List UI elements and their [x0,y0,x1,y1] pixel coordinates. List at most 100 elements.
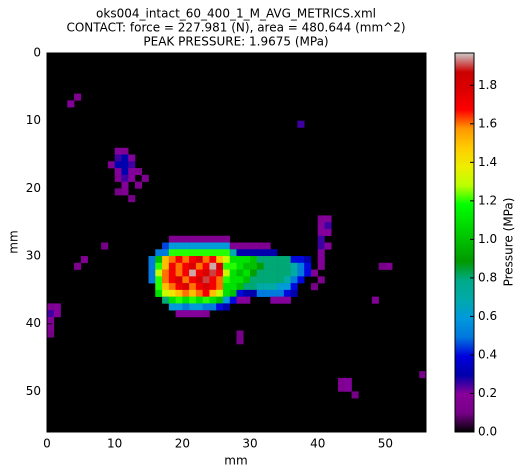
heatmap-cell [175,235,183,243]
heatmap-cell [162,276,170,284]
heatmap-cell [229,269,237,277]
heatmap-cell [229,276,237,284]
heatmap-cell [195,296,203,304]
colorbar-tick-label: 1.6 [478,116,497,130]
heatmap-cell [148,262,156,270]
heatmap-cell [189,303,197,311]
heatmap-cell [175,262,183,270]
heatmap-cell [155,249,163,257]
heatmap-cell [256,269,264,277]
heatmap-cell [47,316,55,325]
heatmap-cell [216,289,224,297]
heatmap-cell [195,289,203,297]
heatmap-cell [189,249,197,257]
heatmap-cell [182,296,190,304]
colorbar-label: Pressure (MPa) [502,198,516,287]
heatmap-cell [250,242,258,250]
heatmap-cell [114,161,122,169]
heatmap-cell [236,276,244,284]
plot-frame [46,52,427,433]
heatmap-cell [47,310,55,318]
heatmap-cell [270,276,278,284]
heatmap-cell [134,168,143,176]
heatmap-cell [310,283,319,291]
y-tick-label: 30 [26,249,41,263]
heatmap-cell [256,262,264,270]
heatmap-cell [338,377,346,385]
heatmap-cell [114,154,122,162]
heatmap-cell [250,276,258,284]
colorbar-tick-label: 0.2 [478,386,497,400]
heatmap-cell [256,256,264,264]
heatmap-cell [189,256,197,264]
heatmap-cell [277,283,285,291]
heatmap-cell [155,269,163,277]
heatmap-cell [229,242,237,250]
heatmap-cell [324,222,332,230]
x-tick-label: 0 [43,437,51,451]
heatmap-cell [270,289,278,297]
heatmap-cell [317,262,325,270]
heatmap-cell [128,161,136,169]
heatmap-cell [195,256,203,264]
heatmap-cell [229,256,237,264]
heatmap-cell [283,289,291,297]
heatmap-cell [209,303,217,311]
heatmap-cell [216,262,224,270]
heatmap-cell [202,262,210,270]
heatmap-cell [168,262,176,270]
heatmap-cell [202,296,210,304]
heatmap-cell [222,242,231,250]
heatmap-cell [236,256,244,264]
heatmap-cell [168,269,176,277]
heatmap-cell [168,283,176,291]
heatmap-cell [67,100,75,108]
heatmap-cell [243,283,251,291]
heatmap-cell [134,181,143,189]
heatmap-cell [229,262,237,270]
heatmap-cell [277,296,285,304]
heatmap-cell [168,276,176,284]
heatmap-cell [128,174,136,182]
x-axis-label: mm [224,454,247,468]
y-tick-label: 40 [26,316,41,330]
heatmap-cell [243,276,251,284]
heatmap-cell [290,262,298,270]
heatmap-cell [195,276,203,284]
heatmap-cell [277,256,285,264]
heatmap-cell [385,262,393,270]
heatmap-cell [216,249,224,257]
colorbar-tick-label: 0.0 [478,425,497,439]
heatmap-cell [222,235,231,243]
heatmap-cell [263,289,271,297]
heatmap-cell [290,269,298,277]
heatmap-cell [182,283,190,291]
heatmap-cell [162,249,170,257]
x-tick-label: 30 [242,437,257,451]
heatmap-cell [141,174,149,182]
heatmap-cell [317,242,325,250]
heatmap-cell [378,262,386,270]
heatmap-cell [229,289,237,297]
colorbar-tick-label: 1.4 [478,155,497,169]
heatmap-cell [263,256,271,264]
heatmap-cell [222,303,231,311]
heatmap-cell [344,377,352,385]
heatmap-cell [202,242,210,250]
heatmap-cell [209,296,217,304]
heatmap-cell [243,256,251,264]
heatmap-cell [297,276,305,284]
heatmap-cell [236,296,244,304]
heatmap-cell [182,310,190,318]
x-tick-label: 40 [310,437,325,451]
heatmap-cell [351,391,359,399]
heatmap-cell [338,384,346,392]
heatmap-cell [216,303,224,311]
heatmap-cell [148,276,156,284]
heatmap-cell [101,242,109,250]
heatmap-cell [195,283,203,291]
heatmap-cell [277,269,285,277]
heatmap-cell [236,283,244,291]
heatmap-cell [243,296,251,304]
heatmap-cell [202,283,210,291]
